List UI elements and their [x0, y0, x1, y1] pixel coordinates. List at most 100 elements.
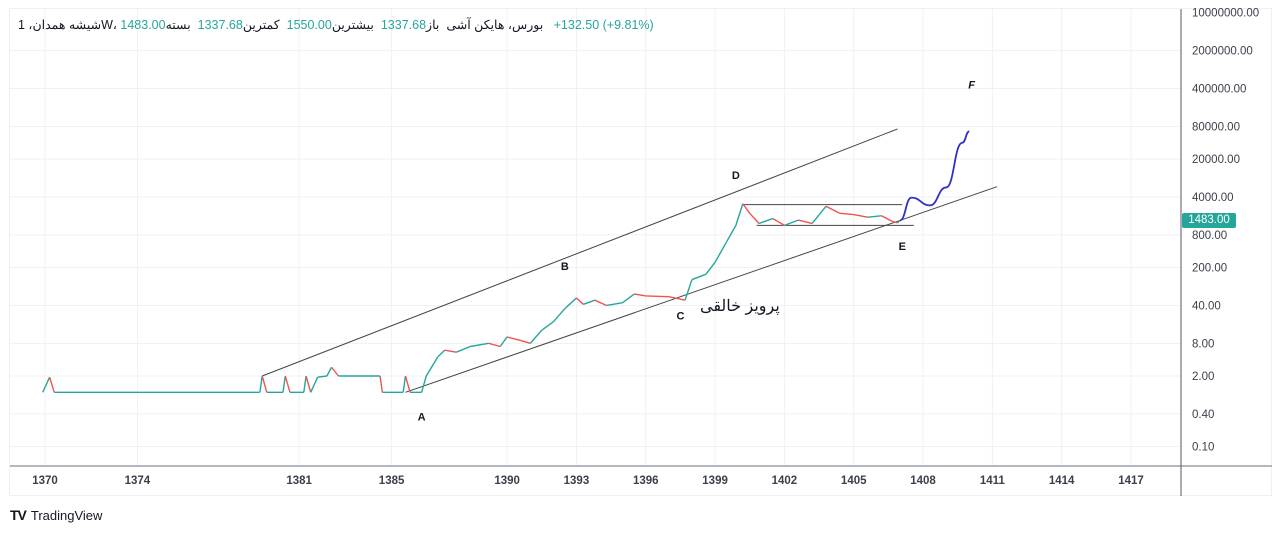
- x-tick-label: 1405: [841, 475, 867, 487]
- price-segment: [892, 221, 898, 224]
- price-segment: [402, 375, 407, 393]
- price-segment: [379, 375, 384, 393]
- price-segment: [881, 215, 894, 223]
- price-segment: [284, 375, 291, 393]
- price-segment: [305, 375, 312, 393]
- price-segment: [261, 375, 268, 393]
- wave-label-e: E: [899, 241, 906, 253]
- price-segment: [668, 296, 686, 301]
- wave-label-a: A: [418, 412, 426, 424]
- price-segment: [470, 342, 489, 348]
- price-segment: [742, 203, 751, 214]
- price-segment: [784, 219, 799, 227]
- y-tick-label: 2000000.00: [1192, 46, 1253, 58]
- price-segment: [330, 366, 339, 377]
- wave-label-f: F: [968, 80, 975, 92]
- y-tick-label: 4000.00: [1192, 192, 1234, 204]
- price-segment: [714, 241, 728, 263]
- price-segment: [444, 349, 457, 353]
- price-segment: [552, 308, 566, 323]
- x-tick-label: 1402: [772, 475, 798, 487]
- price-segment: [529, 329, 543, 344]
- channel-upper-line: [262, 128, 898, 377]
- change-percent: (+9.81%): [602, 18, 654, 32]
- price-segment: [606, 301, 623, 307]
- price-segment: [839, 212, 854, 216]
- price-segment: [310, 376, 319, 393]
- chart-frame: [9, 8, 1272, 496]
- y-tick-label: 800.00: [1192, 230, 1227, 242]
- change-value: +132.50: [553, 18, 600, 32]
- axes: 10000000.00 2000000.00 400000.00 80000.00 20…: [10, 8, 1272, 496]
- high-label: بیشترین: [331, 18, 374, 32]
- price-segment: [520, 339, 531, 345]
- x-tick-label: 1408: [910, 475, 936, 487]
- x-tick-label: 1399: [702, 475, 728, 487]
- open-label: باز: [426, 18, 440, 32]
- y-tick-label: 20000.00: [1192, 154, 1240, 166]
- price-segment: [645, 295, 669, 298]
- tradingview-brand: TradingView: [30, 507, 103, 523]
- symbol-name: شیشه همدان، 1W، بورس، هایکن آشی: [18, 18, 544, 32]
- price-segment: [404, 375, 411, 393]
- y-tick-label: 400000.00: [1192, 84, 1246, 96]
- tradingview-footer[interactable]: TV TradingView: [10, 507, 102, 523]
- x-tick-label: 1385: [379, 475, 405, 487]
- price-series: [42, 130, 970, 394]
- price-segment: [897, 219, 901, 224]
- channel-lower-line: [405, 186, 998, 393]
- open-value: 1337.68: [380, 18, 427, 32]
- close-label: بسته: [165, 18, 191, 32]
- price-segment: [825, 205, 841, 214]
- price-segment: [303, 375, 307, 393]
- price-segment: [853, 213, 868, 218]
- price-segment: [684, 279, 693, 301]
- y-tick-label: 8.00: [1192, 338, 1214, 350]
- price-segment: [575, 297, 584, 305]
- price-segment: [867, 215, 882, 218]
- low-value: 1337.68: [197, 18, 243, 32]
- price-segment: [726, 225, 737, 243]
- price-segment: [811, 205, 827, 224]
- y-tick-label: 0.40: [1192, 409, 1214, 421]
- price-segment: [705, 261, 716, 275]
- x-tick-label: 1411: [980, 475, 1006, 487]
- y-tick-label: 10000000.00: [1192, 8, 1259, 20]
- wave-label-b: B: [561, 261, 569, 273]
- price-segment: [48, 377, 55, 393]
- wave-label-d: D: [732, 170, 740, 182]
- price-segment: [420, 375, 427, 393]
- tradingview-logo-icon: TV: [10, 507, 27, 523]
- x-tick-label: 1414: [1049, 475, 1075, 487]
- wave-labels: A B C D E F: [418, 80, 976, 424]
- price-segment: [749, 212, 760, 224]
- x-tick-label: 1381: [286, 475, 312, 487]
- author-watermark: پرویز خالقی: [700, 298, 780, 315]
- price-segment: [758, 217, 774, 225]
- y-tick-label: 200.00: [1192, 263, 1227, 275]
- x-tick-label: 1390: [494, 475, 520, 487]
- price-segment: [735, 203, 744, 226]
- y-tick-label: 40.00: [1192, 300, 1221, 312]
- projection-curve: [899, 130, 970, 222]
- price-segment: [488, 342, 501, 348]
- x-tick-label: 1393: [564, 475, 590, 487]
- price-segment: [437, 349, 446, 358]
- price-segment: [594, 299, 607, 307]
- price-segment: [456, 345, 471, 353]
- high-value: 1550.00: [286, 18, 332, 32]
- price-segment: [634, 293, 646, 297]
- close-value: 1483.00: [120, 18, 166, 32]
- price-segment: [541, 321, 554, 331]
- x-tick-label: 1417: [1118, 475, 1144, 487]
- y-tick-label: 80000.00: [1192, 121, 1240, 133]
- trendlines: [262, 128, 998, 393]
- y-tick-label: 0.10: [1192, 442, 1214, 454]
- y-tick-label: 2.00: [1192, 371, 1214, 383]
- x-tick-label: 1396: [633, 475, 659, 487]
- price-segment: [499, 336, 508, 347]
- low-label: کمترین: [242, 18, 280, 32]
- last-price-tag: 1483.00: [1182, 213, 1236, 228]
- price-segment: [691, 273, 707, 281]
